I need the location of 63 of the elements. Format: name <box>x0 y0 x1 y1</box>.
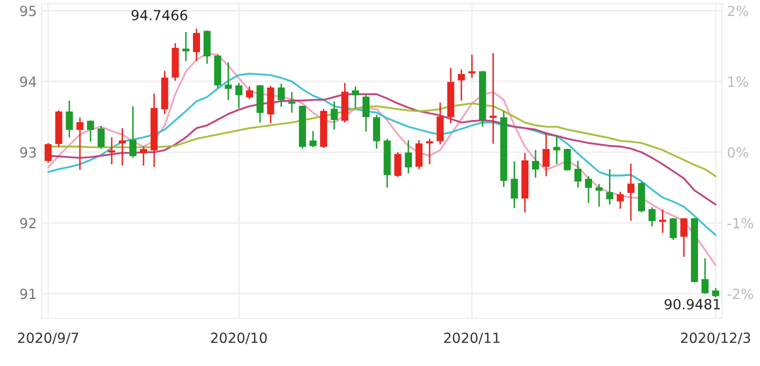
candlestick <box>670 217 677 241</box>
candlestick <box>468 54 476 79</box>
y-tick-label: 93 <box>20 147 36 158</box>
line-series <box>47 72 717 236</box>
candlestick <box>182 31 190 62</box>
y2-tick-label: -1% <box>728 218 754 228</box>
candlestick <box>627 162 634 222</box>
candlestick <box>532 149 540 178</box>
x-tick-label: 2020/11 <box>444 332 500 344</box>
annotation: 94.7466 <box>132 10 188 20</box>
candlestick <box>490 52 497 144</box>
candlestick <box>373 114 380 150</box>
candlestick <box>310 130 317 148</box>
y2-tick-label: -2% <box>728 288 754 300</box>
candlestick <box>98 125 105 150</box>
candlestick <box>192 28 200 62</box>
candlestick <box>606 168 614 206</box>
candlestick <box>712 287 720 298</box>
candlestick <box>458 68 465 102</box>
y-tick-label: 95 <box>20 6 36 16</box>
candlestick <box>352 86 359 110</box>
candlestick <box>87 120 94 142</box>
x-tick-label: 2020/10 <box>211 332 267 344</box>
candlestick <box>278 82 285 108</box>
candlestick <box>235 82 242 110</box>
candlestick <box>129 106 136 159</box>
candlestick <box>564 148 571 172</box>
candlestick <box>330 100 338 130</box>
candlestick <box>574 160 582 188</box>
x-tick-label: 2020/9/7 <box>18 332 78 344</box>
x-tick-label: 2020/12/3 <box>681 332 750 344</box>
candlestick <box>76 116 84 171</box>
candlestick <box>140 146 148 166</box>
candlestick <box>680 217 688 258</box>
candlestick <box>553 135 560 165</box>
candlestick <box>362 94 370 132</box>
candlestick <box>246 86 253 100</box>
y-tick-label: 91 <box>20 288 36 300</box>
annotation: 90.9481 <box>664 298 720 310</box>
y2-tick-label: 1% <box>728 76 748 87</box>
candlestick <box>426 138 434 165</box>
y2-tick-label: 0% <box>728 147 748 158</box>
candlestick <box>584 176 592 204</box>
candlestick <box>108 136 116 165</box>
candlestick <box>66 100 73 138</box>
candlestick <box>702 258 709 294</box>
candlestick <box>404 139 412 174</box>
candlestick <box>659 208 666 234</box>
y-tick-label: 94 <box>20 76 36 87</box>
candlestick <box>648 206 656 228</box>
y-tick-label: 92 <box>20 218 36 228</box>
candlestick <box>510 160 518 209</box>
candlestick <box>596 183 603 208</box>
line-series <box>47 52 717 266</box>
candlestick <box>394 152 402 178</box>
candlestick <box>415 139 423 170</box>
candlestick <box>542 133 550 177</box>
y2-tick-label: 2% <box>728 6 748 16</box>
candlestick <box>44 142 52 164</box>
candlestick <box>288 91 296 114</box>
candlestick <box>118 127 126 166</box>
candlestick <box>616 191 624 210</box>
candlestick <box>224 62 232 101</box>
